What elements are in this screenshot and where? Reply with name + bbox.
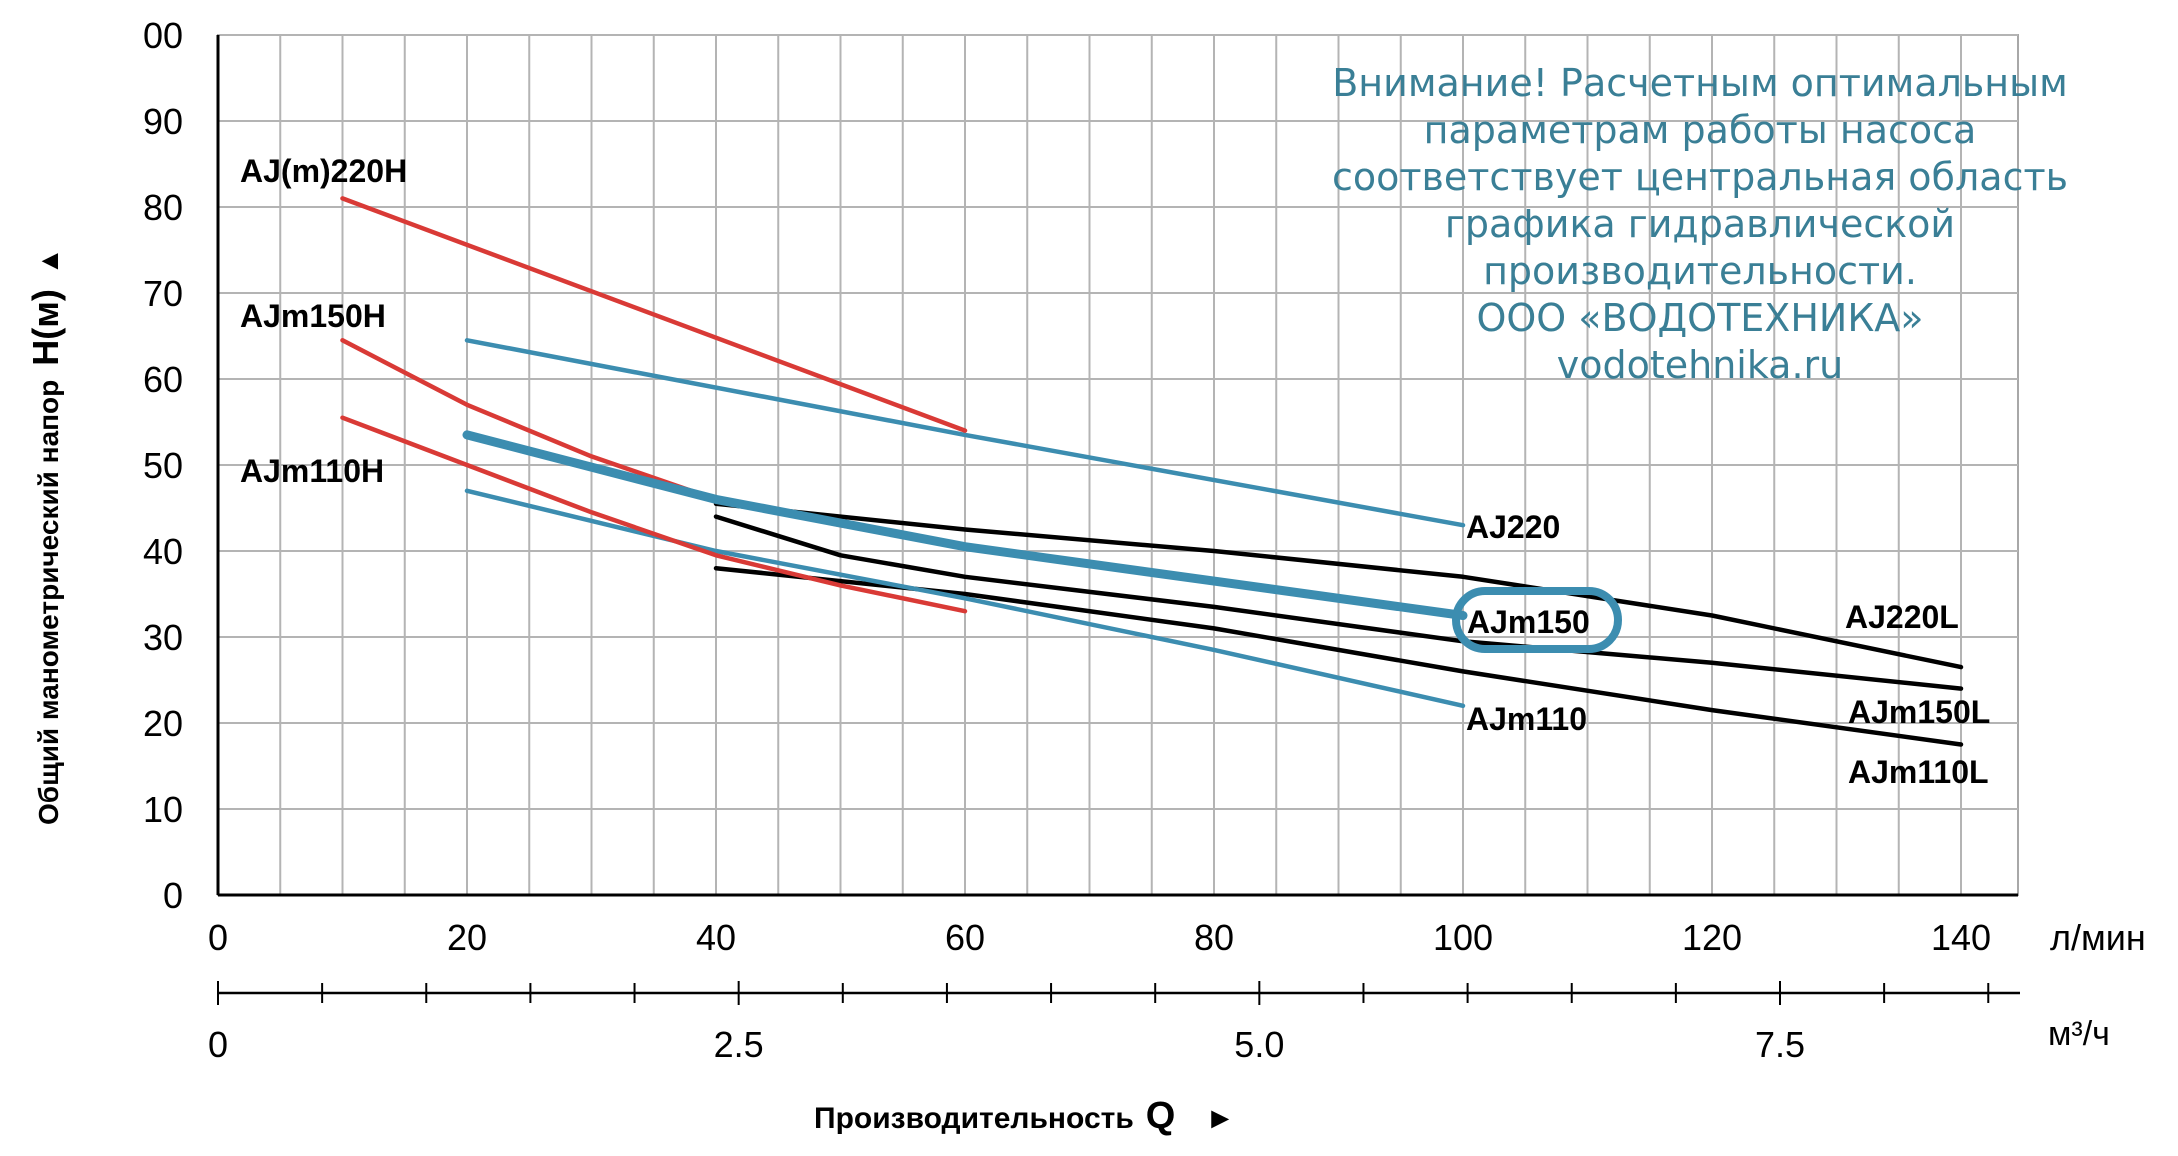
x-axis-symbol: Q bbox=[1146, 1095, 1176, 1137]
y-tick-label: 90 bbox=[143, 101, 183, 142]
x-tick-label: 140 bbox=[1931, 917, 1991, 958]
series-label: AJ(m)220H bbox=[240, 153, 407, 189]
series-lines bbox=[340, 196, 1964, 747]
x2-tick-label: 2.5 bbox=[714, 1024, 764, 1065]
x2-tick-label: 0 bbox=[208, 1024, 228, 1065]
x-axis-label: Производительность bbox=[814, 1102, 1134, 1135]
y-tick-label: 30 bbox=[143, 617, 183, 658]
notice-line: производительности. bbox=[1483, 249, 1917, 293]
notice-line: параметрам работы насоса bbox=[1424, 108, 1977, 152]
notice-line: графика гидравлической bbox=[1445, 202, 1955, 246]
series-line-ajm150 bbox=[462, 430, 1468, 620]
y-tick-label: 50 bbox=[143, 445, 183, 486]
x-tick-label: 120 bbox=[1682, 917, 1742, 958]
x-axis-ticks: 0 20 40 60 80 100 120 140 bbox=[208, 917, 1991, 958]
x-axis-arrow: ► bbox=[1205, 1102, 1235, 1135]
series-label: AJm150H bbox=[240, 298, 386, 334]
y-tick-label: 0 bbox=[163, 875, 183, 916]
y-tick-label: 40 bbox=[143, 531, 183, 572]
y-tick-label: 00 bbox=[143, 15, 183, 56]
y-axis-label: Общий манометрический напор bbox=[33, 380, 64, 825]
series-label: AJm110L bbox=[1848, 754, 1989, 790]
y-axis-arrow: ▲ bbox=[33, 247, 64, 275]
highlight-capsule bbox=[1452, 587, 1622, 653]
y-axis-title: Общий манометрический напор H(м) ▲ bbox=[25, 247, 66, 825]
x-tick-label: 60 bbox=[945, 917, 985, 958]
x-tick-label: 100 bbox=[1433, 917, 1493, 958]
y-tick-label: 80 bbox=[143, 187, 183, 228]
x-axis-title: Производительность Q ► bbox=[814, 1095, 1235, 1137]
y-axis-symbol: H(м) bbox=[25, 289, 66, 366]
series-label: AJm150L bbox=[1848, 694, 1990, 730]
x2-axis-unit: м³/ч bbox=[2048, 1015, 2110, 1053]
notice-line: Внимание! Расчетным оптимальным bbox=[1332, 61, 2068, 105]
y-tick-label: 70 bbox=[143, 273, 183, 314]
series-line-aj220 bbox=[464, 338, 1466, 528]
series-label: AJm110H bbox=[240, 453, 384, 489]
series-label: AJm110 bbox=[1466, 701, 1587, 737]
y-tick-label: 20 bbox=[143, 703, 183, 744]
notice-line: vodotehnika.ru bbox=[1557, 343, 1844, 387]
grid bbox=[216, 34, 2019, 897]
y-axis-ticks: 0 10 20 30 40 50 60 70 80 90 00 bbox=[143, 15, 183, 916]
y-tick-label: 10 bbox=[143, 789, 183, 830]
x-tick-label: 20 bbox=[447, 917, 487, 958]
series-line-ajm110h bbox=[340, 415, 968, 614]
notice-line: ООО «ВОДОТЕХНИКА» bbox=[1476, 296, 1923, 340]
x2-tick-label: 5.0 bbox=[1234, 1024, 1284, 1065]
series-label: AJ220 bbox=[1466, 509, 1560, 545]
x-tick-label: 80 bbox=[1194, 917, 1234, 958]
series-line-aj220l bbox=[713, 501, 1964, 670]
x-axis-unit: л/мин bbox=[2050, 917, 2146, 958]
series-labels: AJ(m)220H AJm150H AJm110H AJ220 AJm150 AJm110… bbox=[240, 153, 1990, 790]
series-line-ajm110 bbox=[464, 488, 1466, 709]
y-tick-label: 60 bbox=[143, 359, 183, 400]
series-label: AJ220L bbox=[1845, 599, 1959, 635]
series-line-ajm150l bbox=[713, 514, 1964, 691]
notice-text: Внимание! Расчетным оптимальнымпараметра… bbox=[1332, 61, 2068, 387]
x-tick-label: 40 bbox=[696, 917, 736, 958]
series-line-aj-m-220h bbox=[340, 196, 968, 433]
x-tick-label: 0 bbox=[208, 917, 228, 958]
x2-tick-label: 7.5 bbox=[1755, 1024, 1805, 1065]
notice-line: соответствует центральная область bbox=[1332, 155, 2068, 199]
x2-axis: 0 2.5 5.0 7.5 bbox=[208, 981, 2020, 1065]
series-label: AJm150 bbox=[1467, 604, 1590, 640]
